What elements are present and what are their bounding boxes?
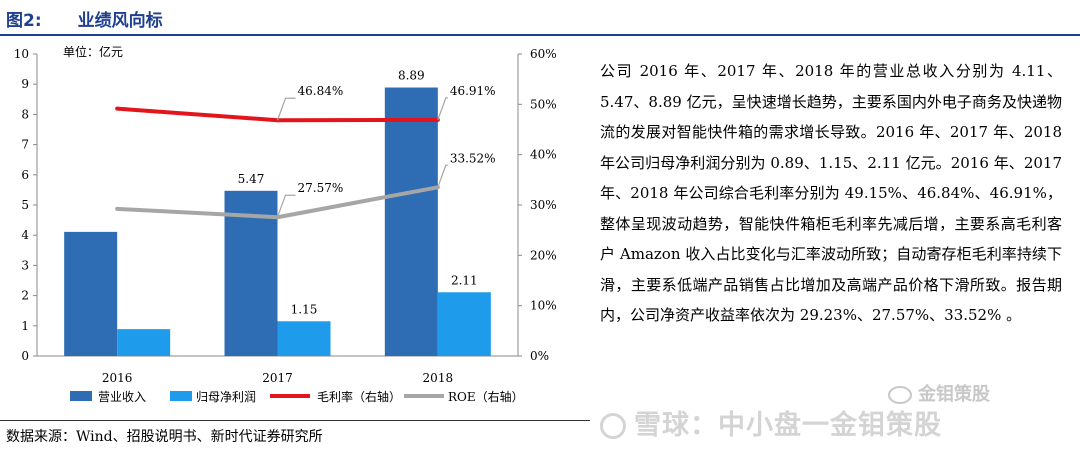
legend-revenue-swatch [70, 391, 92, 401]
bar-data-label: 1.15 [291, 302, 318, 316]
callout-leader [437, 97, 448, 121]
legend-roe-label: ROE（右轴） [448, 389, 524, 404]
legend-gross-margin-label: 毛利率（右轴） [317, 389, 401, 404]
figure-title: 图2: 业绩风向标 [6, 6, 163, 31]
line-data-label: 46.84% [298, 84, 344, 98]
gross-margin-line-point [115, 106, 120, 111]
callout-leader [276, 97, 296, 121]
right-tick-label: 60% [530, 47, 557, 61]
line-data-label: 33.52% [450, 151, 496, 165]
bar-net-profit [437, 292, 491, 356]
bar-data-label: 5.47 [238, 172, 265, 186]
bar-net-profit [277, 321, 331, 356]
bar-data-label: 8.89 [398, 69, 425, 83]
title-rule [0, 34, 1080, 36]
left-tick-label: 8 [21, 107, 29, 121]
left-tick-label: 1 [21, 319, 29, 333]
figure-name: 业绩风向标 [77, 11, 163, 31]
legend-revenue-label: 营业收入 [98, 390, 146, 404]
right-tick-label: 20% [530, 248, 557, 262]
callout-leader [437, 164, 448, 188]
unit-label: 单位：亿元 [63, 44, 123, 59]
x-tick-label: 2016 [102, 371, 133, 385]
source-rule [0, 420, 590, 421]
wechat-icon [888, 386, 912, 404]
xueqiu-watermark-text: 雪球：中小盘一金钼策股 [634, 410, 942, 441]
bar-data-label: 2.11 [451, 273, 478, 287]
right-tick-label: 10% [530, 299, 557, 313]
left-tick-label: 5 [21, 198, 29, 212]
left-tick-label: 7 [21, 138, 29, 152]
left-tick-label: 4 [21, 228, 29, 242]
line-data-label: 27.57% [298, 181, 344, 195]
left-tick-label: 3 [21, 258, 29, 272]
left-tick-label: 0 [21, 349, 29, 363]
figure-label: 图2: [6, 11, 42, 31]
right-tick-label: 40% [530, 148, 557, 162]
left-tick-label: 9 [21, 77, 29, 91]
combo-chart: 单位：亿元 0 1 2 3 4 5 6 7 8 9 10 0% 10% 20% 30% 40% 50% 60% 201… [14, 44, 557, 404]
roe-line-point [115, 206, 120, 211]
left-tick-label: 6 [21, 168, 29, 182]
x-tick-label: 2018 [423, 371, 454, 385]
right-tick-label: 50% [530, 97, 557, 111]
x-tick-label: 2017 [262, 371, 293, 385]
callout-leader [276, 194, 296, 218]
bar-revenue [64, 231, 118, 356]
bar-net-profit [117, 329, 171, 356]
wechat-watermark-text: 金钼策股 [918, 384, 990, 405]
wechat-watermark: 金钼策股 [888, 380, 990, 406]
left-tick-label: 10 [14, 47, 29, 61]
right-tick-label: 0% [530, 349, 549, 363]
right-tick-label: 30% [530, 198, 557, 212]
xueqiu-watermark: 雪球：中小盘一金钼策股 [600, 403, 942, 442]
line-data-label: 46.91% [450, 84, 496, 98]
legend-net-profit-swatch [170, 391, 192, 401]
left-tick-label: 2 [21, 289, 29, 303]
legend-net-profit-label: 归母净利润 [196, 390, 256, 404]
bar-revenue [384, 87, 438, 356]
analysis-paragraph: 公司 2016 年、2017 年、2018 年的营业总收入分别为 4.11、5.… [600, 62, 1062, 324]
snowball-icon [600, 413, 626, 439]
data-source: 数据来源：Wind、招股说明书、新时代证券研究所 [6, 429, 323, 445]
